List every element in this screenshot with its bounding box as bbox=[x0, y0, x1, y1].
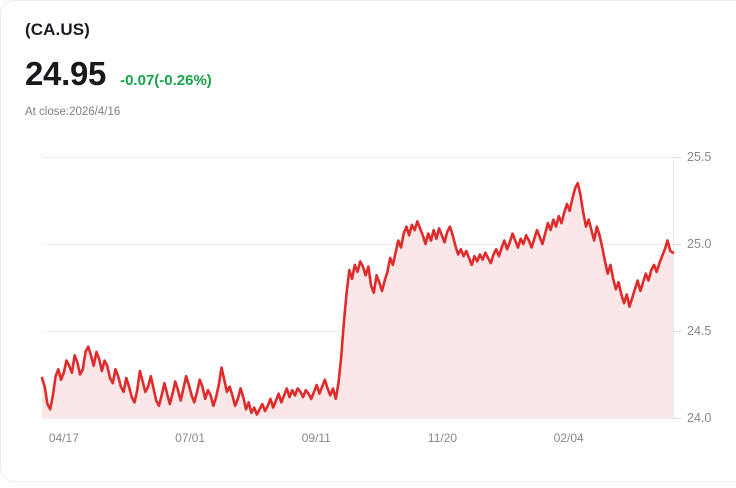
chart-line-series bbox=[40, 181, 675, 416]
page-title: (CA.US) bbox=[25, 20, 90, 39]
area-fill-path bbox=[42, 183, 673, 418]
quote-row: 24.95 -0.07(-0.26%) bbox=[25, 55, 645, 93]
market-status: At close:2026/4/16 bbox=[25, 106, 121, 118]
y-axis-label: 24.5 bbox=[687, 324, 711, 338]
x-axis-label: 09/11 bbox=[302, 431, 331, 445]
price-chart-svg[interactable]: 25.5 25.0 24.5 24.0 04/17 07/01 09/11 11/20 02/… bbox=[1, 141, 736, 461]
line-series-path bbox=[40, 181, 675, 416]
y-axis-label: 25.5 bbox=[687, 150, 711, 164]
quote-header: (CA.US) 24.95 -0.07(-0.26%) At close:202… bbox=[25, 19, 645, 120]
y-axis-label: 24.0 bbox=[687, 411, 711, 425]
x-axis-label: 04/17 bbox=[49, 431, 79, 445]
x-axis-label: 11/20 bbox=[428, 431, 457, 445]
price-chart[interactable]: 25.5 25.0 24.5 24.0 04/17 07/01 09/11 11/20 02/… bbox=[1, 141, 736, 461]
x-axis-label: 02/04 bbox=[554, 431, 584, 445]
x-axis-labels: 04/17 07/01 09/11 11/20 02/04 bbox=[49, 431, 584, 445]
chart-area-fill bbox=[42, 183, 673, 418]
x-axis-label: 07/01 bbox=[175, 431, 205, 445]
y-axis-label: 25.0 bbox=[687, 237, 711, 251]
current-price: 24.95 bbox=[25, 55, 107, 92]
price-change: -0.07(-0.26%) bbox=[120, 72, 212, 89]
y-axis-labels: 25.5 25.0 24.5 24.0 bbox=[687, 150, 711, 425]
